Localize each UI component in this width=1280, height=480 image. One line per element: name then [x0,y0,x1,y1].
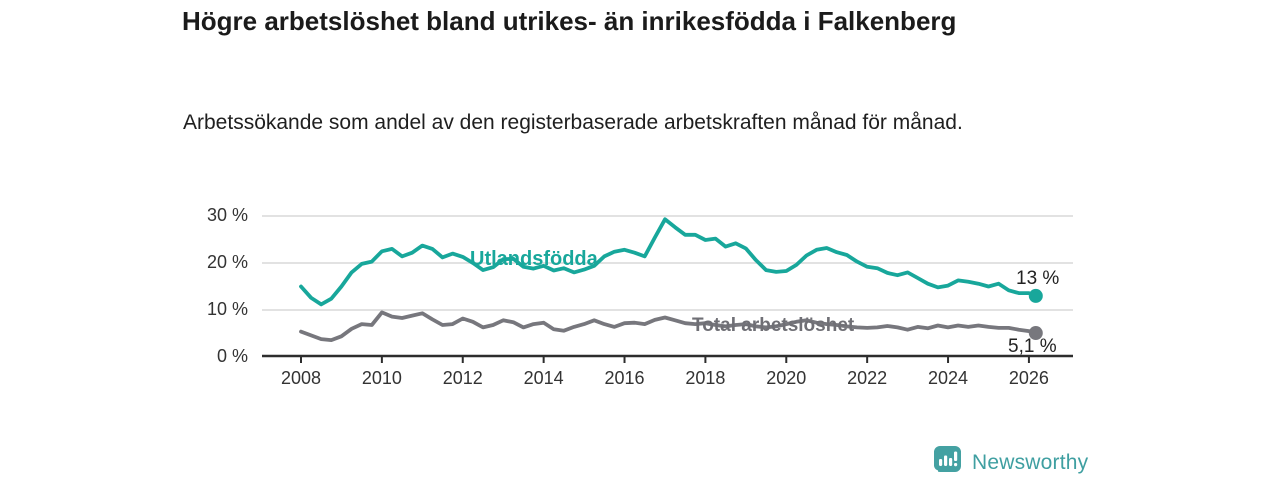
chart-title: Högre arbetslöshet bland utrikes- än inr… [182,6,957,36]
y-axis-tick-label: 30 % [206,205,248,225]
logo-bar-2 [944,455,948,466]
y-axis-tick-label: 0 % [216,346,248,366]
series-label-utlandsfodda: Utlandsfödda [470,248,598,270]
x-axis-tick-label: 2026 [1008,368,1049,388]
x-axis-tick-label: 2018 [685,368,726,388]
series-line-1 [299,310,1038,343]
end-value-label-total: 5,1 % [1008,336,1057,357]
x-axis-tick-label: 2010 [361,368,402,388]
x-axis-tick-label: 2008 [280,368,322,388]
series-label-total: Total arbetslöshet [692,315,855,336]
series-end-point-0 [1028,288,1043,303]
logo-exclamation-stem [954,451,958,461]
x-axis-tick-label: 2014 [523,368,564,388]
newsworthy-logo-icon [934,446,961,479]
logo-bubble-shape [934,446,961,479]
y-axis-tick-label: 10 % [206,299,248,319]
x-axis-tick-label: 2020 [766,368,807,388]
x-axis-tick-label: 2022 [847,368,888,388]
logo-exclamation-dot [954,463,958,467]
series-end-point-1 [1028,326,1043,341]
x-axis-tick-label: 2016 [604,368,645,388]
y-axis-tick-label: 20 % [206,252,248,272]
end-value-label-utlandsfodda: 13 % [1016,268,1060,289]
newsworthy-logo[interactable]: Newsworthy [934,446,1088,480]
series-line-0 [299,217,1038,307]
x-axis-tick-label: 2012 [442,368,483,388]
logo-bar-3 [949,458,953,466]
brand-name: Newsworthy [972,451,1089,474]
chart-subtitle: Arbetssökande som andel av den registerb… [183,111,963,134]
logo-bar-1 [939,459,943,466]
x-axis-tick-label: 2024 [928,368,969,388]
